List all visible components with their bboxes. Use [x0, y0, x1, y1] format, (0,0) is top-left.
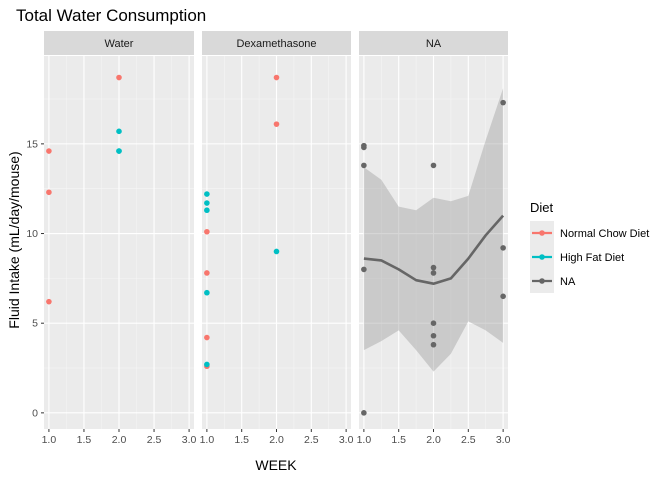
data-point: [116, 148, 122, 154]
data-point: [430, 264, 437, 271]
x-tick-label: 1.5: [234, 434, 249, 446]
data-point: [116, 128, 122, 135]
x-tick-label: 1.0: [200, 434, 215, 446]
data-point: [500, 293, 506, 300]
y-tick-label: 15: [26, 138, 38, 150]
data-point: [361, 410, 367, 416]
x-axis-title: WEEK: [255, 457, 297, 473]
y-tick-label: 5: [32, 318, 38, 330]
data-point: [500, 99, 506, 106]
data-point: [430, 341, 437, 348]
facet-strip: [44, 31, 194, 55]
x-tick-label: 3.0: [339, 434, 354, 446]
facet-strip: [359, 31, 508, 55]
data-point: [46, 189, 52, 196]
x-tick-label: 2.5: [147, 434, 162, 446]
x-tick-label: 1.0: [357, 434, 372, 446]
data-point: [430, 270, 437, 276]
data-point: [116, 74, 122, 81]
data-point: [273, 74, 280, 81]
facet-panels: Water 1.0 1.5 2.0 2.5 3.0 Dexamethasone 1.0 1.5 2…: [42, 31, 511, 446]
facet-strip: [202, 31, 351, 55]
facet-panel-dexamethasone: Dexamethasone 1.0 1.5 2.0 2.5 3.0: [200, 31, 354, 446]
y-axis-title: Fluid Intake (mL/day/mouse): [6, 151, 22, 328]
y-tick-label: 10: [26, 228, 38, 240]
legend-label: Normal Chow Diet: [560, 228, 649, 240]
confidence-ribbon: [363, 88, 504, 372]
x-tick-label: 2.0: [269, 434, 284, 446]
data-point: [204, 270, 210, 276]
data-point: [273, 121, 280, 127]
data-point: [430, 332, 437, 339]
data-point: [204, 191, 210, 197]
data-point: [204, 207, 210, 214]
data-point: [273, 248, 280, 255]
data-point: [204, 228, 210, 235]
facet-strip-label: Water: [105, 38, 134, 50]
x-tick-label: 2.0: [112, 434, 127, 446]
x-tick-label: 1.5: [391, 434, 406, 446]
x-tick-label: 2.5: [304, 434, 319, 446]
y-axis: 0 5 10 15: [26, 138, 44, 419]
x-tick-label: 1.0: [42, 434, 57, 446]
data-point: [204, 334, 210, 341]
legend-title: Diet: [530, 200, 554, 215]
x-tick-label: 2.5: [461, 434, 476, 446]
data-point: [430, 162, 437, 169]
x-tick-label: 1.5: [77, 434, 92, 446]
facet-strip-label: Dexamethasone: [236, 38, 316, 50]
legend: Diet Normal Chow Diet High Fat Diet NA: [530, 200, 649, 293]
legend-key-point: [539, 254, 545, 260]
smooth-line: [363, 214, 505, 285]
data-point: [430, 320, 437, 326]
legend-label: High Fat Diet: [560, 252, 624, 264]
facet-panel-na: NA 1.0 1.5 2.0 2.5 3.0: [357, 31, 511, 446]
facet-panel-water: Water 1.0 1.5 2.0 2.5 3.0: [42, 31, 197, 446]
data-point: [46, 298, 52, 305]
legend-label: NA: [560, 276, 576, 288]
data-point: [46, 148, 52, 154]
y-tick-label: 0: [32, 407, 38, 419]
data-point: [204, 289, 210, 296]
data-point: [204, 200, 210, 206]
data-point: [500, 245, 506, 251]
x-tick-label: 2.0: [426, 434, 441, 446]
data-point: [361, 162, 367, 169]
chart-title: Total Water Consumption: [16, 6, 206, 25]
legend-key-point: [539, 230, 545, 236]
x-tick-label: 3.0: [496, 434, 511, 446]
data-point: [361, 144, 367, 151]
x-tick-label: 3.0: [182, 434, 197, 446]
data-point: [361, 266, 367, 273]
legend-key-point: [539, 278, 545, 284]
data-point: [204, 361, 210, 368]
facet-strip-label: NA: [426, 38, 442, 50]
